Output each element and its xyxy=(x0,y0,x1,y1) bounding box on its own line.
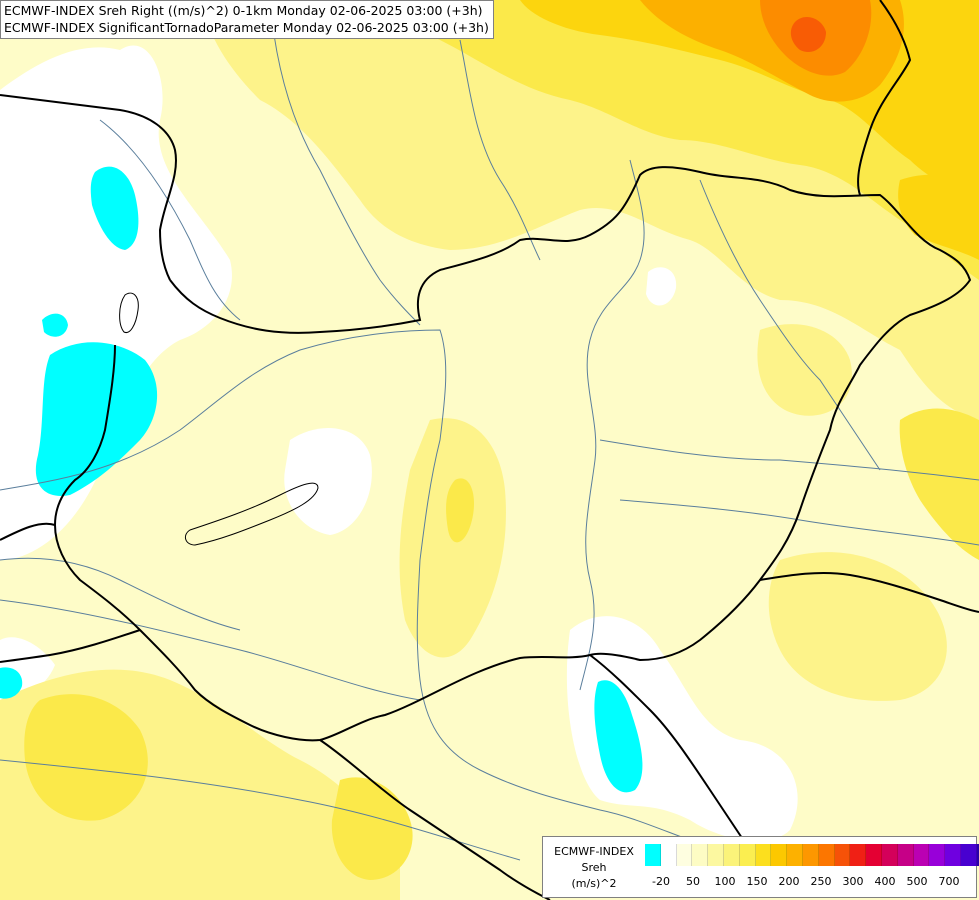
legend-swatch xyxy=(645,844,661,866)
cyan-zone-south xyxy=(594,680,643,793)
river-sava xyxy=(0,759,521,861)
legend-swatch xyxy=(881,844,898,866)
legend-swatch xyxy=(692,844,709,866)
legend-swatch xyxy=(945,844,961,866)
river-north-2 xyxy=(459,39,541,261)
legend-swatch xyxy=(787,844,803,866)
legend-swatch xyxy=(708,844,724,866)
legend-tick-label: 150 xyxy=(746,875,768,888)
map-title-box: ECMWF-INDEX Sreh Right ((m/s)^2) 0-1km M… xyxy=(0,0,494,39)
cyan-zone-west xyxy=(35,342,158,496)
legend-swatch xyxy=(866,844,882,866)
tisza-river xyxy=(579,159,645,691)
gold-zone-east xyxy=(898,174,979,260)
legend-tick-label: 400 xyxy=(874,875,896,888)
white-zone-center xyxy=(284,428,372,535)
croatia-border xyxy=(319,739,551,900)
legend-ticks: -20 50 100 150 200 250 300 400 500 700 xyxy=(543,875,976,891)
legend-swatch xyxy=(850,844,867,866)
lake-balaton xyxy=(184,482,319,546)
white-zone-north xyxy=(646,267,677,306)
legend-swatch xyxy=(897,844,914,866)
hungary-border xyxy=(53,166,972,742)
legend-swatch xyxy=(723,844,740,866)
legend-swatch xyxy=(818,844,835,866)
legend-swatches xyxy=(645,844,979,866)
legend-swatch xyxy=(676,844,693,866)
legend-variable-label: Sreh xyxy=(581,861,607,874)
legend-unit-label: (m/s)^2 xyxy=(571,877,617,890)
legend-swatch xyxy=(960,844,977,866)
cyan-zone-northwest xyxy=(90,166,139,250)
legend-swatch xyxy=(771,844,788,866)
title-line-stp: ECMWF-INDEX SignificantTornadoParameter … xyxy=(4,20,489,35)
hotspot-zone xyxy=(790,17,826,52)
gold-zone-south xyxy=(24,694,148,821)
austria-border xyxy=(0,522,56,541)
northern-border xyxy=(0,94,177,281)
legend-tick-label: 300 xyxy=(842,875,864,888)
gold-zone-central xyxy=(446,478,475,543)
legend-tick-label: 700 xyxy=(938,875,960,888)
legend-tick-label: 100 xyxy=(714,875,736,888)
color-legend: ECMWF-INDEX Sreh (m/s)^2 -20 50 100 150 200 2… xyxy=(542,836,979,898)
river-west xyxy=(99,119,241,321)
river-north-1 xyxy=(269,0,421,326)
legend-tick-label: 200 xyxy=(778,875,800,888)
legend-swatch xyxy=(660,844,677,866)
legend-tick-label: 500 xyxy=(906,875,928,888)
river-koros xyxy=(599,439,979,481)
legend-tick-label: 250 xyxy=(810,875,832,888)
title-line-sreh: ECMWF-INDEX Sreh Right ((m/s)^2) 0-1km M… xyxy=(4,3,483,18)
gold-zone-south2 xyxy=(331,777,413,880)
romania-border xyxy=(759,571,979,613)
legend-model-label: ECMWF-INDEX xyxy=(554,845,634,858)
danube-river xyxy=(0,329,901,886)
legend-swatch xyxy=(739,844,756,866)
cyan-zone-west-small xyxy=(42,313,68,337)
legend-swatch xyxy=(834,844,851,866)
legend-swatch xyxy=(802,844,819,866)
legend-tick-label: -20 xyxy=(652,875,670,888)
legend-swatch xyxy=(929,844,946,866)
yellow-zone-southeast xyxy=(768,552,947,701)
river-maros xyxy=(619,499,979,546)
slovenia-border xyxy=(0,629,141,663)
legend-tick-label: 50 xyxy=(686,875,700,888)
legend-swatch xyxy=(913,844,930,866)
cyan-zone-southwest xyxy=(0,667,23,699)
ukraine-border xyxy=(857,0,912,196)
lake-neusiedl xyxy=(119,292,139,334)
river-mur xyxy=(0,557,241,631)
yellow-zone-east-edge xyxy=(899,408,979,560)
river-east xyxy=(699,179,881,471)
river-drava xyxy=(0,599,421,701)
legend-swatch xyxy=(755,844,772,866)
legend-swatch xyxy=(976,844,979,866)
